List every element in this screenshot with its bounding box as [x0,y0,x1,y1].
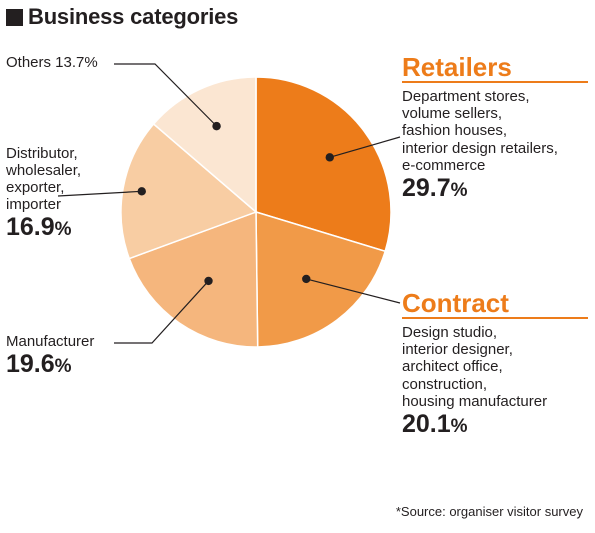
leader-dot-contract [302,274,311,284]
contract-desc-5: housing manufacturer [402,392,548,410]
leader-line-retailers [329,136,401,158]
distributor-line-3: exporter, [6,179,65,196]
contract-percent-unit: % [450,416,468,438]
contract-percent: 20.1% [402,410,595,441]
contract-name: Contract [402,288,509,318]
leader-line-manufacturer [114,280,209,344]
label-manufacturer: Manufacturer 19.6% [6,333,94,381]
distributor-line-2: wholesaler, [6,162,82,179]
contract-percent-value: 20.1 [402,410,451,439]
leader-dot-distributor [137,187,146,196]
distributor-line-1: Distributor, [6,145,78,162]
leader-dot-retailers [325,153,334,162]
leader-dot-manufacturer [204,276,213,286]
contract-desc-1: Design studio, [402,324,498,341]
pie-slice-retailers [255,76,392,253]
contract-desc-2: interior designer, [402,341,513,359]
label-distributor: Distributor, wholesaler, exporter, impor… [6,145,81,244]
manufacturer-percent: 19.6% [6,350,94,381]
label-contract: Contract Design studio, interior designe… [402,288,595,441]
label-others: Others 13.7% [6,54,98,71]
source-note: *Source: organiser visitor survey [395,504,583,519]
distributor-line-4: importer [6,196,62,213]
contract-underline [402,317,588,319]
manufacturer-percent-unit: % [54,356,72,377]
chart-title: Business categories [6,4,238,30]
manufacturer-percent-value: 19.6 [6,350,55,378]
retailers-desc-1: Department stores, [402,88,530,105]
retailers-percent-value: 29.7 [402,174,451,203]
manufacturer-name: Manufacturer [6,333,95,350]
retailers-name: Retailers [402,52,512,82]
distributor-percent-value: 16.9 [6,213,55,241]
contract-desc-4: construction, [402,375,488,393]
leader-line-others [114,63,217,127]
retailers-percent: 29.7% [402,174,595,205]
leader-line-distributor [57,190,142,197]
distributor-percent: 16.9% [6,213,81,244]
pie-slice-manufacturer [128,210,259,348]
retailers-underline [402,81,588,83]
pie-slice-others [152,76,257,214]
contract-desc-3: architect office, [402,358,503,376]
leader-dot-others [212,121,221,131]
retailers-desc-4: interior design retailers, [402,139,558,157]
label-retailers: Retailers Department stores, volume sell… [402,52,595,205]
retailers-desc-3: fashion houses, [402,122,508,140]
title-square-icon [6,8,23,26]
pie-slice-contract [255,210,387,348]
distributor-percent-unit: % [54,219,72,240]
retailers-desc-2: volume sellers, [402,105,503,123]
retailers-percent-unit: % [450,180,468,202]
pie-slice-distributor [120,122,258,260]
leader-line-contract [306,278,401,304]
chart-title-text: Business categories [28,4,239,29]
retailers-desc-5: e-commerce [402,156,486,174]
